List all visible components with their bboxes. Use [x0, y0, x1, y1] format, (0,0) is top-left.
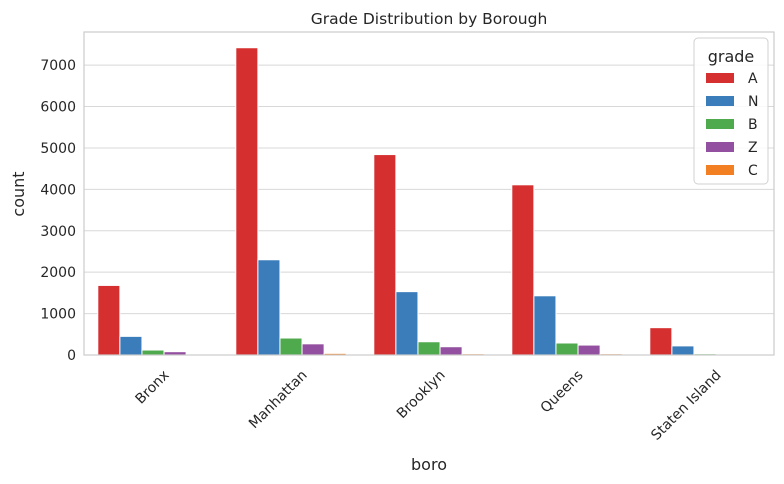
y-tick-label: 0: [67, 348, 76, 364]
bar-n-bronx: [119, 335, 143, 356]
bar-n-manhattan: [257, 259, 281, 356]
y-tick-labels: 0 1000 2000 3000 4000 5000 6000 7000: [40, 58, 76, 364]
chart-title: Grade Distribution by Borough: [311, 10, 548, 28]
legend-title: grade: [708, 47, 755, 66]
x-tick-label: Bronx: [132, 367, 172, 407]
legend-label-z: Z: [748, 140, 758, 156]
bar-b-bronx: [141, 349, 165, 356]
bar-n-staten-island: [671, 345, 695, 356]
bar-a-brooklyn: [373, 154, 397, 356]
y-tick-label: 2000: [40, 265, 76, 281]
bar-a-bronx: [97, 284, 121, 356]
x-tick-label: Queens: [538, 367, 587, 416]
legend-label-n: N: [748, 94, 758, 110]
bar-z-queens: [577, 344, 601, 356]
x-tick-label: Manhattan: [246, 367, 311, 432]
legend-label-c: C: [748, 163, 758, 179]
bar-z-brooklyn: [439, 346, 463, 356]
bar-b-brooklyn: [417, 341, 441, 356]
x-tick-label: Brooklyn: [394, 367, 449, 422]
legend-swatch-a: [706, 73, 734, 83]
plot-background: [84, 32, 774, 355]
legend-label-b: B: [748, 117, 758, 133]
bar-n-brooklyn: [395, 291, 419, 356]
bar-a-manhattan: [235, 47, 259, 356]
bar-n-queens: [533, 295, 557, 356]
bar-b-manhattan: [279, 337, 303, 356]
y-tick-label: 4000: [40, 182, 76, 198]
x-tick-label: Staten Island: [648, 367, 724, 443]
bar-b-queens: [555, 342, 579, 356]
legend-swatch-b: [706, 119, 734, 129]
legend-swatch-c: [706, 165, 734, 175]
y-tick-label: 7000: [40, 58, 76, 74]
bar-a-staten-island: [649, 327, 673, 356]
y-tick-label: 5000: [40, 141, 76, 157]
y-axis-label: count: [9, 171, 28, 216]
y-tick-label: 6000: [40, 100, 76, 116]
y-tick-label: 3000: [40, 224, 76, 240]
legend-swatch-z: [706, 142, 734, 152]
legend-swatch-n: [706, 96, 734, 106]
x-tick-labels: Bronx Manhattan Brooklyn Queens Staten Islan…: [132, 367, 724, 443]
y-tick-label: 1000: [40, 307, 76, 323]
x-axis-label: boro: [411, 455, 447, 474]
bar-a-queens: [511, 184, 535, 356]
legend-label-a: A: [748, 71, 758, 87]
bars: [97, 47, 761, 356]
bar-z-manhattan: [301, 343, 325, 356]
grid-lines: [84, 64, 774, 356]
plot-frame: [83, 31, 775, 356]
